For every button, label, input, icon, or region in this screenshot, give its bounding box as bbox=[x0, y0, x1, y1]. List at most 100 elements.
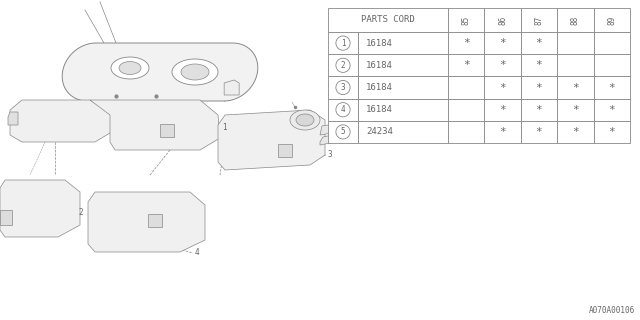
Text: *: * bbox=[499, 38, 506, 48]
Polygon shape bbox=[278, 144, 292, 157]
Bar bbox=[521, 54, 557, 76]
Bar bbox=[521, 99, 557, 121]
Bar bbox=[557, 8, 594, 32]
Text: *: * bbox=[609, 83, 615, 92]
Bar bbox=[557, 99, 594, 121]
Text: A070A00106: A070A00106 bbox=[589, 306, 635, 315]
Text: *: * bbox=[499, 127, 506, 137]
Polygon shape bbox=[88, 192, 205, 252]
Polygon shape bbox=[320, 124, 334, 135]
Text: *: * bbox=[609, 105, 615, 115]
Circle shape bbox=[336, 58, 350, 72]
Text: 16184: 16184 bbox=[366, 105, 393, 114]
Bar bbox=[328, 32, 358, 54]
Text: *: * bbox=[572, 105, 579, 115]
Polygon shape bbox=[0, 210, 12, 225]
Bar bbox=[358, 32, 448, 54]
Bar bbox=[328, 8, 448, 32]
Bar bbox=[484, 32, 521, 54]
Polygon shape bbox=[62, 43, 258, 101]
Polygon shape bbox=[8, 112, 18, 125]
Text: *: * bbox=[499, 105, 506, 115]
Bar bbox=[328, 99, 358, 121]
Polygon shape bbox=[320, 135, 332, 145]
Text: *: * bbox=[536, 38, 542, 48]
Circle shape bbox=[336, 36, 350, 50]
Text: 2: 2 bbox=[78, 208, 83, 217]
Bar bbox=[448, 8, 484, 32]
Ellipse shape bbox=[296, 114, 314, 126]
Polygon shape bbox=[10, 100, 115, 142]
Text: 16184: 16184 bbox=[366, 83, 393, 92]
Bar bbox=[358, 121, 448, 143]
Ellipse shape bbox=[119, 61, 141, 75]
Bar bbox=[328, 54, 358, 76]
Bar bbox=[594, 8, 630, 32]
Bar bbox=[521, 76, 557, 99]
Polygon shape bbox=[148, 214, 162, 227]
Bar bbox=[557, 32, 594, 54]
Text: 1: 1 bbox=[340, 39, 346, 48]
Bar bbox=[521, 8, 557, 32]
Text: 16184: 16184 bbox=[366, 39, 393, 48]
Bar bbox=[328, 121, 358, 143]
Bar bbox=[557, 54, 594, 76]
Text: 16184: 16184 bbox=[366, 61, 393, 70]
Bar bbox=[594, 32, 630, 54]
Ellipse shape bbox=[172, 59, 218, 85]
Bar bbox=[557, 76, 594, 99]
Text: 5: 5 bbox=[340, 127, 346, 136]
Bar bbox=[484, 8, 521, 32]
Ellipse shape bbox=[111, 57, 149, 79]
Bar bbox=[358, 54, 448, 76]
Bar bbox=[521, 121, 557, 143]
Text: *: * bbox=[463, 60, 470, 70]
Text: 4: 4 bbox=[195, 248, 200, 257]
Polygon shape bbox=[90, 100, 220, 150]
Bar bbox=[328, 76, 358, 99]
Text: 3: 3 bbox=[340, 83, 346, 92]
Text: *: * bbox=[609, 127, 615, 137]
Bar bbox=[594, 99, 630, 121]
Polygon shape bbox=[218, 110, 325, 170]
Polygon shape bbox=[160, 124, 174, 137]
Text: PARTS CORD: PARTS CORD bbox=[361, 15, 415, 25]
Ellipse shape bbox=[290, 110, 320, 130]
Ellipse shape bbox=[181, 64, 209, 80]
Bar bbox=[358, 99, 448, 121]
Text: 88: 88 bbox=[571, 15, 580, 25]
Bar bbox=[521, 32, 557, 54]
Text: *: * bbox=[499, 83, 506, 92]
Text: *: * bbox=[536, 83, 542, 92]
Bar bbox=[484, 99, 521, 121]
Bar bbox=[484, 76, 521, 99]
Bar bbox=[484, 121, 521, 143]
Bar bbox=[594, 121, 630, 143]
Bar bbox=[557, 121, 594, 143]
Polygon shape bbox=[0, 180, 80, 237]
Text: *: * bbox=[536, 127, 542, 137]
Polygon shape bbox=[224, 80, 239, 95]
Text: *: * bbox=[536, 60, 542, 70]
Text: *: * bbox=[572, 83, 579, 92]
Bar bbox=[448, 121, 484, 143]
Bar bbox=[448, 32, 484, 54]
Text: 87: 87 bbox=[534, 15, 543, 25]
Text: *: * bbox=[536, 105, 542, 115]
Bar bbox=[448, 54, 484, 76]
Text: 86: 86 bbox=[498, 15, 507, 25]
Text: 1: 1 bbox=[222, 123, 227, 132]
Text: 85: 85 bbox=[461, 15, 470, 25]
Bar bbox=[358, 76, 448, 99]
Text: 89: 89 bbox=[607, 15, 616, 25]
Bar bbox=[594, 76, 630, 99]
Bar bbox=[448, 99, 484, 121]
Text: 3: 3 bbox=[328, 150, 333, 159]
Text: *: * bbox=[572, 127, 579, 137]
Text: 2: 2 bbox=[340, 61, 346, 70]
Bar bbox=[594, 54, 630, 76]
Text: 24234: 24234 bbox=[366, 127, 393, 136]
Circle shape bbox=[336, 103, 350, 117]
Bar bbox=[448, 76, 484, 99]
Text: 4: 4 bbox=[340, 105, 346, 114]
